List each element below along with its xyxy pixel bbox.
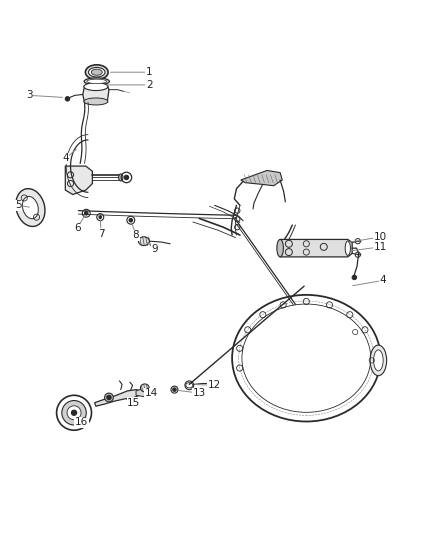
- Ellipse shape: [138, 237, 149, 246]
- Circle shape: [85, 212, 88, 215]
- Polygon shape: [65, 166, 92, 195]
- Circle shape: [105, 393, 113, 402]
- Circle shape: [62, 400, 86, 425]
- Circle shape: [173, 388, 176, 391]
- Text: 2: 2: [146, 80, 152, 90]
- Text: 15: 15: [127, 398, 141, 408]
- Ellipse shape: [141, 384, 149, 392]
- Ellipse shape: [16, 189, 45, 227]
- Ellipse shape: [84, 98, 108, 105]
- Text: 5: 5: [15, 200, 21, 211]
- Circle shape: [352, 275, 357, 280]
- Ellipse shape: [88, 67, 105, 77]
- Ellipse shape: [91, 69, 102, 75]
- Ellipse shape: [370, 345, 387, 376]
- Ellipse shape: [119, 174, 123, 181]
- Text: 14: 14: [145, 388, 158, 398]
- Circle shape: [129, 219, 133, 222]
- Ellipse shape: [22, 197, 39, 219]
- Circle shape: [99, 216, 102, 219]
- Ellipse shape: [84, 78, 110, 85]
- Ellipse shape: [345, 241, 350, 255]
- Ellipse shape: [277, 239, 283, 257]
- Text: 13: 13: [193, 388, 206, 398]
- Text: 16: 16: [75, 417, 88, 427]
- Ellipse shape: [85, 65, 108, 79]
- Polygon shape: [136, 388, 147, 397]
- Polygon shape: [241, 171, 283, 185]
- Ellipse shape: [232, 295, 381, 422]
- Text: 12: 12: [208, 380, 221, 390]
- Text: 10: 10: [374, 232, 387, 242]
- Text: 8: 8: [133, 230, 139, 240]
- Ellipse shape: [84, 83, 108, 91]
- Circle shape: [67, 406, 81, 420]
- Text: 3: 3: [26, 91, 32, 100]
- Text: 11: 11: [374, 242, 387, 252]
- Circle shape: [124, 175, 129, 180]
- Circle shape: [65, 96, 70, 101]
- Text: 9: 9: [151, 244, 158, 254]
- Circle shape: [107, 395, 111, 400]
- Text: 1: 1: [146, 67, 152, 77]
- Circle shape: [212, 381, 217, 386]
- Text: 4: 4: [379, 276, 386, 286]
- Polygon shape: [83, 86, 109, 102]
- Polygon shape: [280, 239, 352, 257]
- Text: 6: 6: [74, 223, 81, 233]
- Text: 4: 4: [62, 153, 69, 163]
- Ellipse shape: [87, 79, 106, 84]
- Ellipse shape: [374, 350, 383, 371]
- Text: 7: 7: [98, 229, 104, 239]
- Circle shape: [71, 410, 77, 415]
- Ellipse shape: [242, 304, 371, 413]
- Polygon shape: [95, 390, 141, 406]
